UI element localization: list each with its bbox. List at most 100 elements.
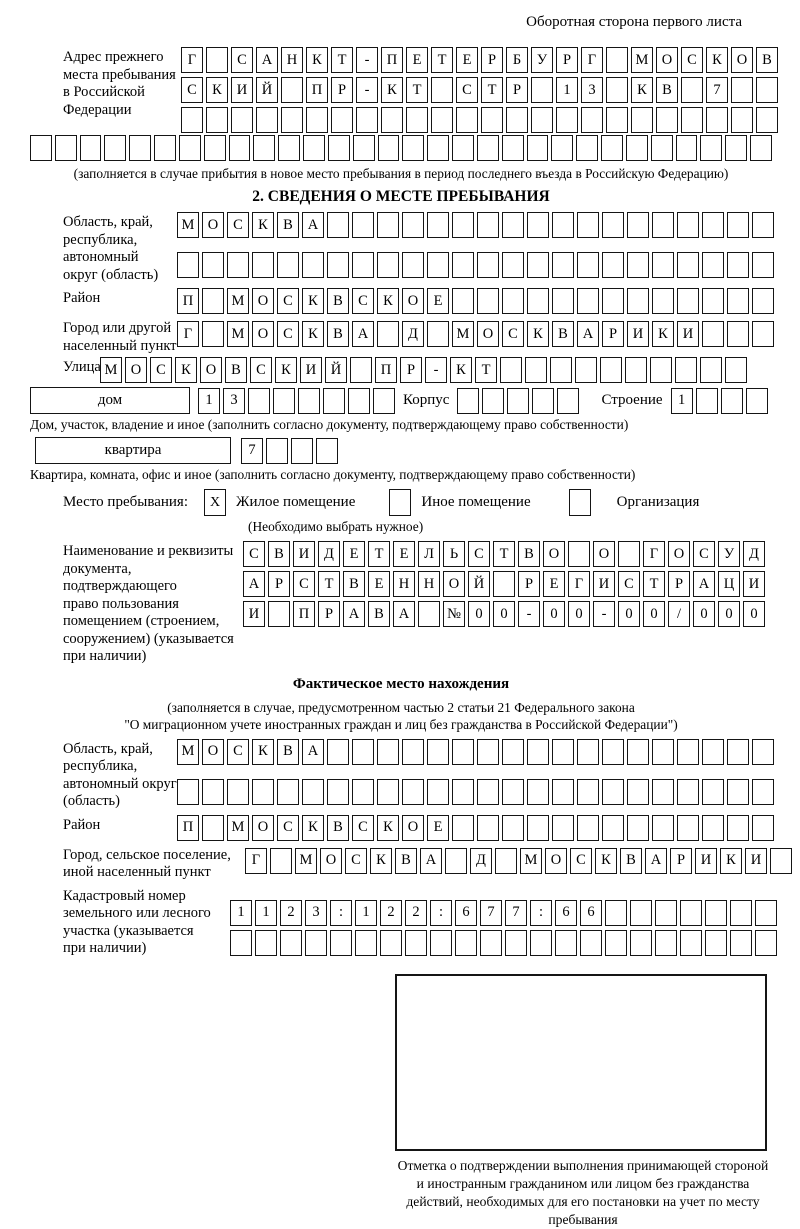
char-cell[interactable] — [618, 541, 640, 567]
char-cell[interactable]: Е — [393, 541, 415, 567]
char-cell[interactable] — [506, 107, 528, 133]
char-cell[interactable] — [606, 107, 628, 133]
char-cell[interactable] — [303, 135, 325, 161]
char-cell[interactable]: 0 — [543, 601, 565, 627]
char-cell[interactable] — [577, 288, 599, 314]
char-cell[interactable]: В — [756, 47, 778, 73]
char-cell[interactable] — [430, 929, 452, 956]
char-cell[interactable]: В — [327, 814, 349, 841]
char-cell[interactable] — [756, 77, 778, 103]
char-cell[interactable] — [445, 847, 467, 874]
checkbox-organization[interactable] — [568, 489, 591, 516]
char-cell[interactable] — [482, 387, 505, 414]
char-cell[interactable]: К — [706, 47, 728, 73]
char-cell[interactable] — [527, 288, 549, 314]
char-cell[interactable] — [652, 778, 674, 805]
char-cell[interactable] — [750, 135, 772, 161]
char-cell[interactable] — [677, 778, 699, 805]
char-cell[interactable] — [680, 929, 702, 956]
char-cell[interactable]: 7 — [241, 437, 263, 464]
char-cell[interactable] — [316, 437, 338, 464]
char-cell[interactable]: С — [250, 357, 272, 383]
char-cell[interactable] — [702, 252, 724, 278]
char-cell[interactable] — [377, 321, 399, 347]
char-cell[interactable]: М — [177, 738, 199, 765]
char-cell[interactable] — [402, 738, 424, 765]
char-cell[interactable] — [725, 357, 747, 383]
char-cell[interactable] — [652, 252, 674, 278]
char-cell[interactable] — [552, 814, 574, 841]
char-cell[interactable] — [500, 357, 522, 383]
char-cell[interactable] — [252, 778, 274, 805]
char-cell[interactable] — [480, 929, 502, 956]
char-cell[interactable] — [252, 252, 274, 278]
char-cell[interactable] — [652, 738, 674, 765]
house-wide-box[interactable]: дом — [30, 387, 190, 414]
char-cell[interactable] — [202, 252, 224, 278]
char-cell[interactable]: Р — [506, 77, 528, 103]
char-cell[interactable] — [104, 135, 127, 161]
char-cell[interactable]: М — [631, 47, 653, 73]
char-cell[interactable] — [452, 778, 474, 805]
char-cell[interactable] — [730, 899, 752, 926]
char-cell[interactable] — [677, 738, 699, 765]
char-cell[interactable] — [202, 778, 224, 805]
char-cell[interactable]: А — [645, 847, 667, 874]
char-cell[interactable] — [702, 738, 724, 765]
char-cell[interactable]: Г — [581, 47, 603, 73]
char-cell[interactable] — [650, 357, 672, 383]
char-cell[interactable]: А — [343, 601, 365, 627]
char-cell[interactable]: П — [375, 357, 397, 383]
char-cell[interactable]: В — [395, 847, 417, 874]
char-cell[interactable] — [377, 778, 399, 805]
char-cell[interactable] — [206, 107, 228, 133]
char-cell[interactable]: К — [302, 321, 324, 347]
char-cell[interactable]: В — [277, 738, 299, 765]
char-cell[interactable] — [627, 288, 649, 314]
char-cell[interactable] — [352, 778, 374, 805]
char-cell[interactable]: О — [202, 212, 224, 238]
char-cell[interactable]: С — [227, 212, 249, 238]
char-cell[interactable]: У — [718, 541, 740, 567]
char-cell[interactable] — [248, 387, 270, 414]
char-cell[interactable] — [770, 847, 792, 874]
char-cell[interactable] — [606, 77, 628, 103]
char-cell[interactable]: К — [175, 357, 197, 383]
char-cell[interactable]: В — [518, 541, 540, 567]
char-cell[interactable]: К — [527, 321, 549, 347]
char-cell[interactable] — [457, 387, 480, 414]
char-cell[interactable] — [756, 107, 778, 133]
char-cell[interactable]: К — [370, 847, 392, 874]
char-cell[interactable] — [630, 929, 652, 956]
char-cell[interactable]: Г — [245, 847, 267, 874]
char-cell[interactable]: П — [177, 814, 199, 841]
char-cell[interactable] — [502, 252, 524, 278]
char-cell[interactable]: А — [577, 321, 599, 347]
char-cell[interactable] — [752, 252, 774, 278]
char-cell[interactable] — [702, 321, 724, 347]
char-cell[interactable]: 6 — [580, 899, 602, 926]
char-cell[interactable]: А — [256, 47, 278, 73]
char-cell[interactable]: М — [452, 321, 474, 347]
char-cell[interactable]: - — [518, 601, 540, 627]
char-cell[interactable] — [502, 814, 524, 841]
char-cell[interactable] — [456, 107, 478, 133]
char-cell[interactable] — [273, 387, 295, 414]
char-cell[interactable]: О — [477, 321, 499, 347]
char-cell[interactable]: 0 — [718, 601, 740, 627]
char-cell[interactable] — [705, 899, 727, 926]
char-cell[interactable] — [377, 252, 399, 278]
char-cell[interactable] — [377, 212, 399, 238]
char-cell[interactable]: 3 — [581, 77, 603, 103]
char-cell[interactable] — [552, 738, 574, 765]
char-cell[interactable]: С — [681, 47, 703, 73]
char-cell[interactable] — [652, 212, 674, 238]
char-cell[interactable] — [556, 107, 578, 133]
char-cell[interactable] — [352, 252, 374, 278]
char-cell[interactable]: 0 — [743, 601, 765, 627]
char-cell[interactable] — [477, 814, 499, 841]
char-cell[interactable] — [557, 387, 580, 414]
checkbox-residential[interactable]: X — [204, 489, 226, 516]
char-cell[interactable]: Т — [331, 47, 353, 73]
char-cell[interactable]: О — [731, 47, 753, 73]
